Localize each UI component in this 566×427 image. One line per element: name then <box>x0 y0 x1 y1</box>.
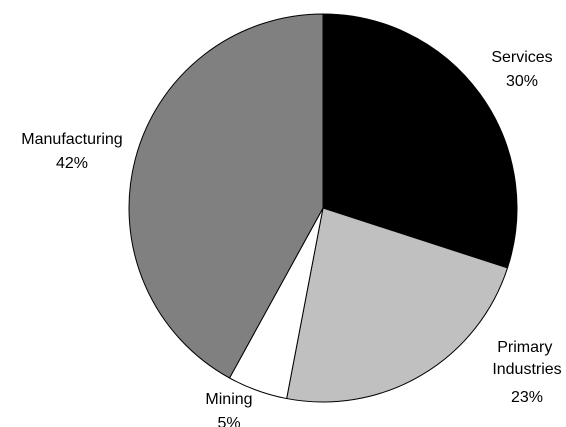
label-primary-industries-name: Primary Industries <box>492 339 561 378</box>
label-primary-industries-value: 23% <box>511 389 543 406</box>
label-services-value: 30% <box>506 73 538 90</box>
label-mining-value: 5% <box>217 415 240 427</box>
pie-slice-manufacturing <box>128 13 324 379</box>
label-primary-industries-line2: Industries <box>492 361 561 378</box>
label-manufacturing-name: Manufacturing <box>21 131 122 148</box>
label-mining-name: Mining <box>205 391 252 408</box>
label-primary-industries-line1: Primary <box>497 339 552 356</box>
label-manufacturing-value: 42% <box>56 155 88 172</box>
pie-slice-services <box>322 13 518 269</box>
pie-slices <box>128 13 518 403</box>
label-services-name: Services <box>491 49 552 66</box>
pie-slice-primary-industries <box>286 207 509 403</box>
